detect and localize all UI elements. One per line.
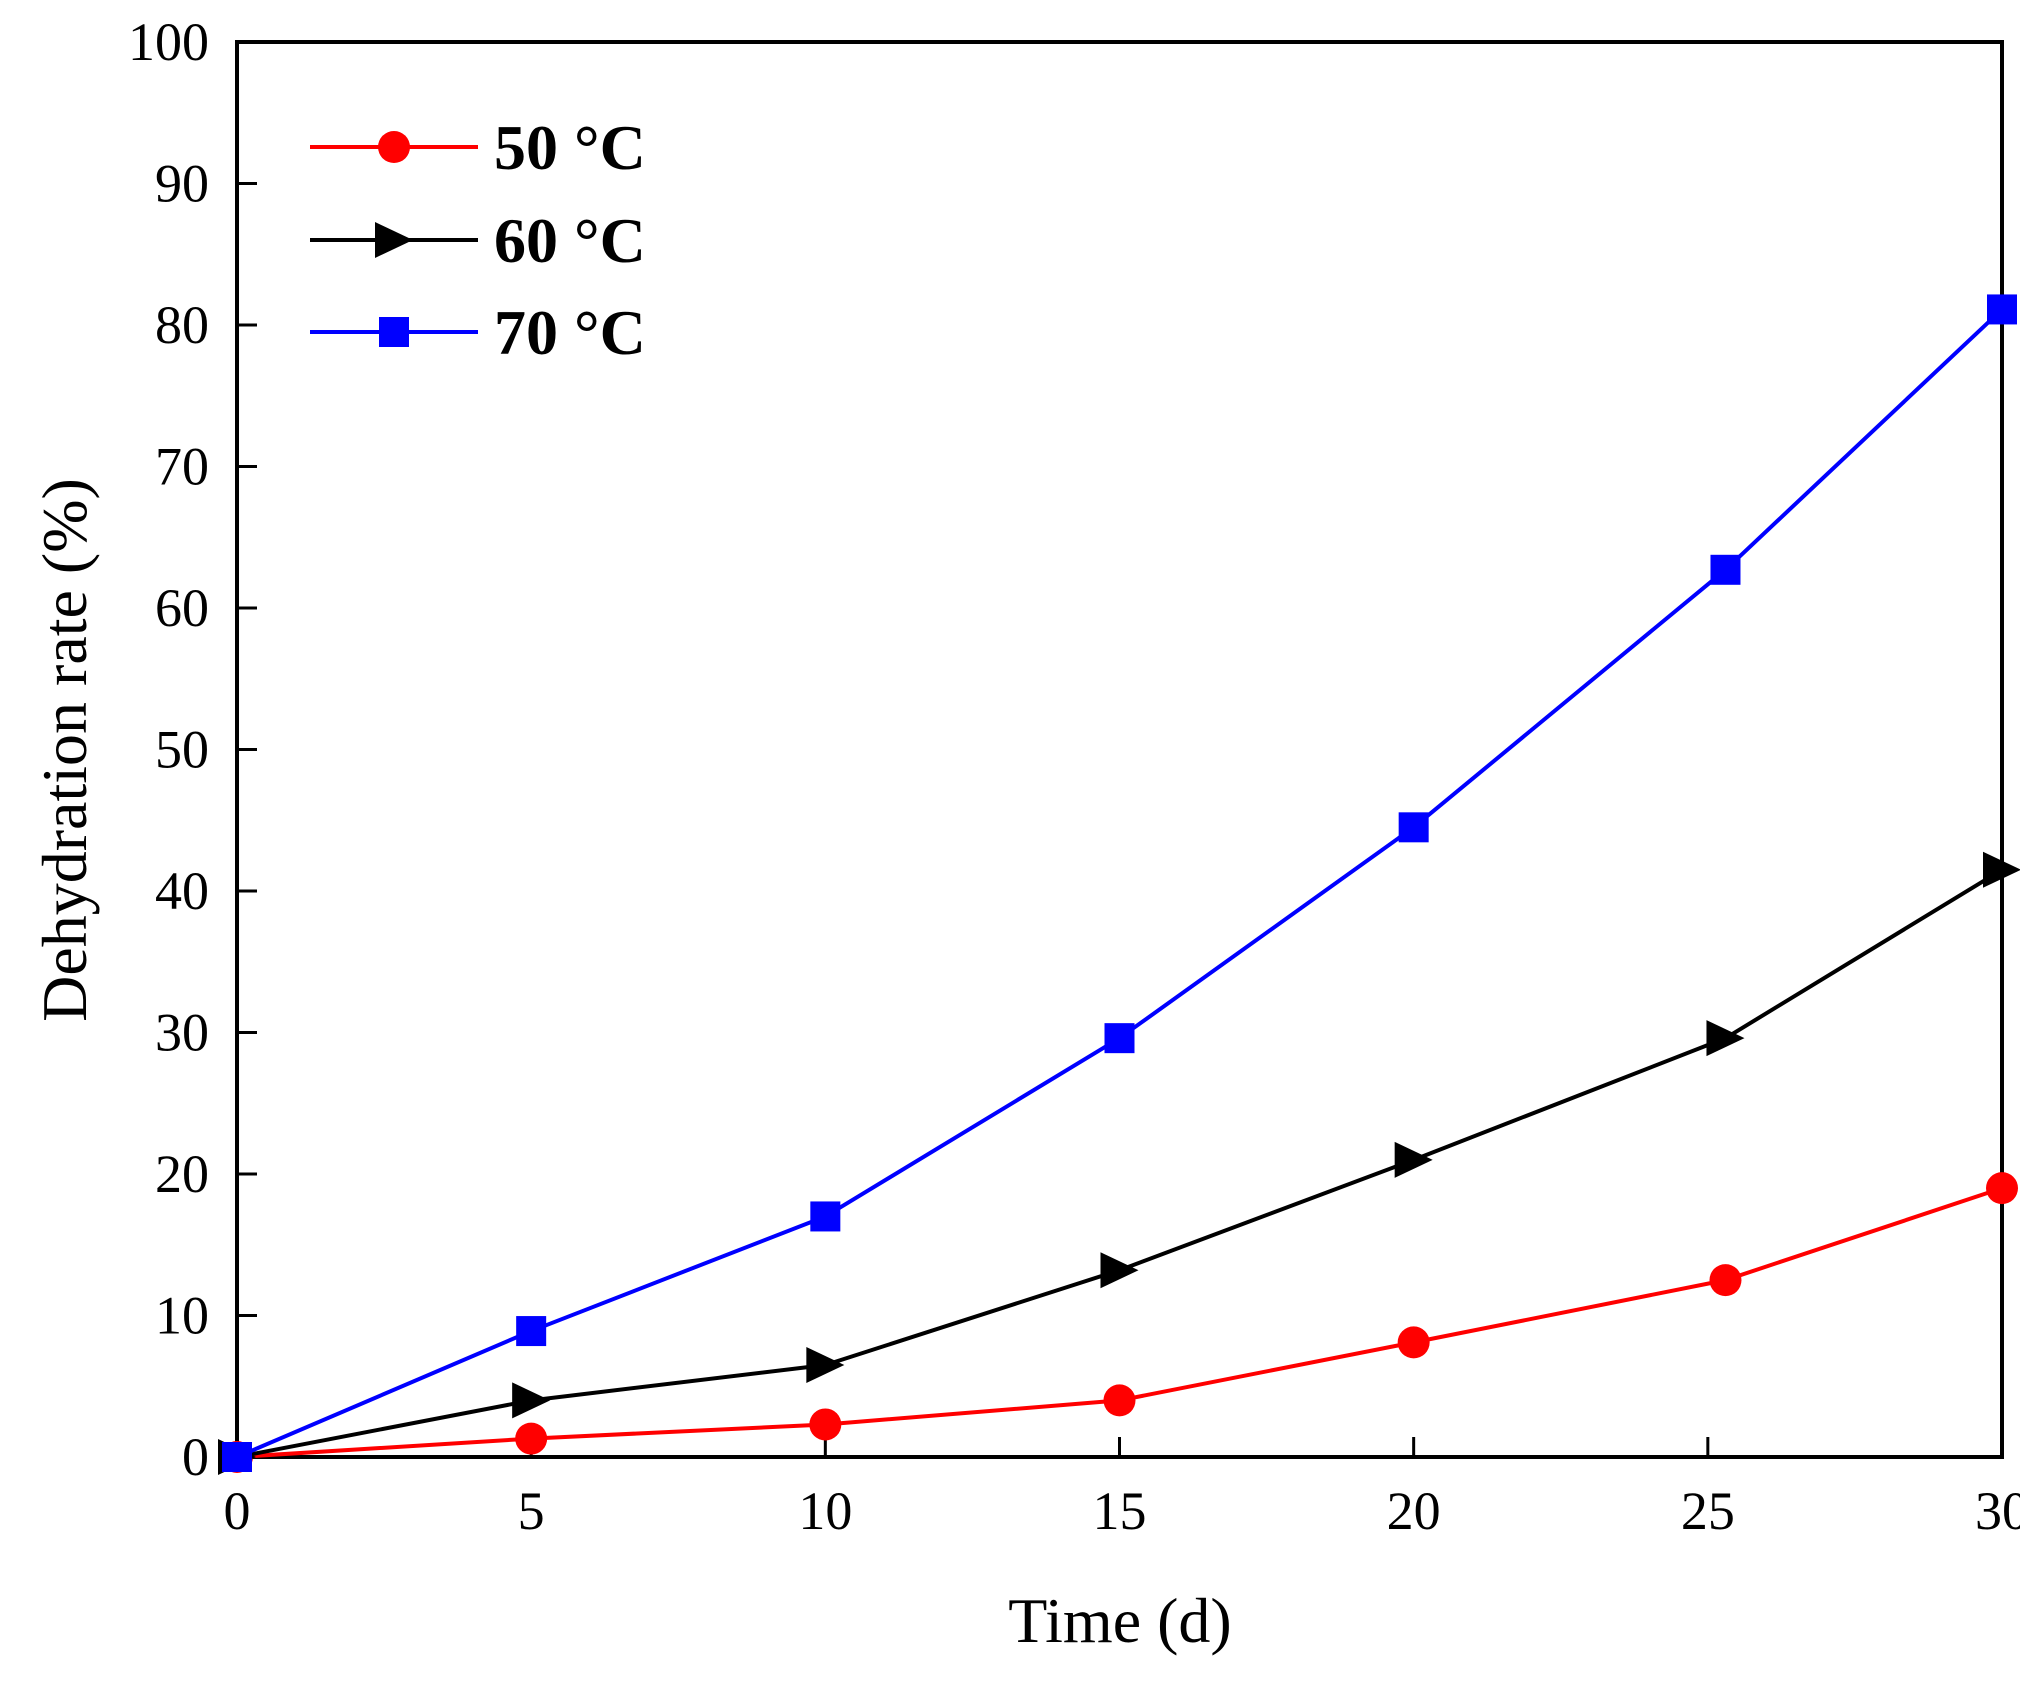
data-point: [809, 1408, 842, 1441]
x-tick-label: 0: [224, 1481, 251, 1541]
y-tick-label: 60: [155, 578, 209, 638]
legend-marker: [378, 131, 410, 163]
data-point: [806, 1347, 845, 1384]
legend-marker: [375, 222, 413, 258]
legend-label: 70 °C: [494, 297, 646, 368]
legend-marker: [379, 317, 409, 347]
y-tick-label: 80: [155, 295, 209, 355]
x-tick-label: 30: [1975, 1481, 2020, 1541]
data-point: [1709, 1264, 1742, 1297]
x-tick-label: 10: [798, 1481, 852, 1541]
x-tick-label: 20: [1387, 1481, 1441, 1541]
series-line: [236, 868, 2004, 1459]
y-tick-label: 90: [155, 154, 209, 214]
y-tick-label: 50: [155, 720, 209, 780]
series-layer: [218, 294, 2020, 1475]
series-line: [236, 1186, 2003, 1459]
legend: 50 °C 60 °C 70 °C: [310, 112, 646, 368]
legend-label: 50 °C: [494, 112, 646, 183]
data-point: [1983, 851, 2020, 888]
data-point: [1103, 1384, 1136, 1417]
y-tick-label: 30: [155, 1003, 209, 1063]
data-point: [1394, 1141, 1433, 1178]
data-point: [516, 1316, 547, 1347]
data-point: [512, 1382, 551, 1419]
data-point: [515, 1422, 548, 1455]
y-axis-title: Dehydration rate (%): [29, 478, 100, 1022]
y-tick-label: 40: [155, 861, 209, 921]
data-point: [1710, 554, 1741, 585]
y-tick-label: 70: [155, 437, 209, 497]
data-point: [1100, 1252, 1139, 1289]
data-point: [1397, 1326, 1430, 1359]
x-axis-title: Time (d): [1008, 1585, 1231, 1656]
data-point: [1398, 812, 1429, 843]
data-point: [1987, 294, 2017, 325]
y-tick-label: 100: [128, 12, 209, 72]
x-tick-label: 25: [1681, 1481, 1735, 1541]
data-point: [1104, 1023, 1135, 1054]
y-tick-label: 10: [155, 1286, 209, 1346]
data-point: [222, 1442, 252, 1472]
plot-layer: 0 5 10 15 20 25 30 0 10 20 30 40 50 60 70 80 90 100: [128, 12, 2020, 1541]
y-tick-label: 20: [155, 1144, 209, 1204]
x-tick-label: 15: [1093, 1481, 1147, 1541]
data-point: [810, 1201, 841, 1232]
y-tick-label: 0: [182, 1427, 209, 1487]
x-tick-label: 5: [518, 1481, 545, 1541]
data-point: [1706, 1020, 1745, 1057]
legend-label: 60 °C: [494, 205, 646, 276]
data-point: [1986, 1172, 2018, 1205]
